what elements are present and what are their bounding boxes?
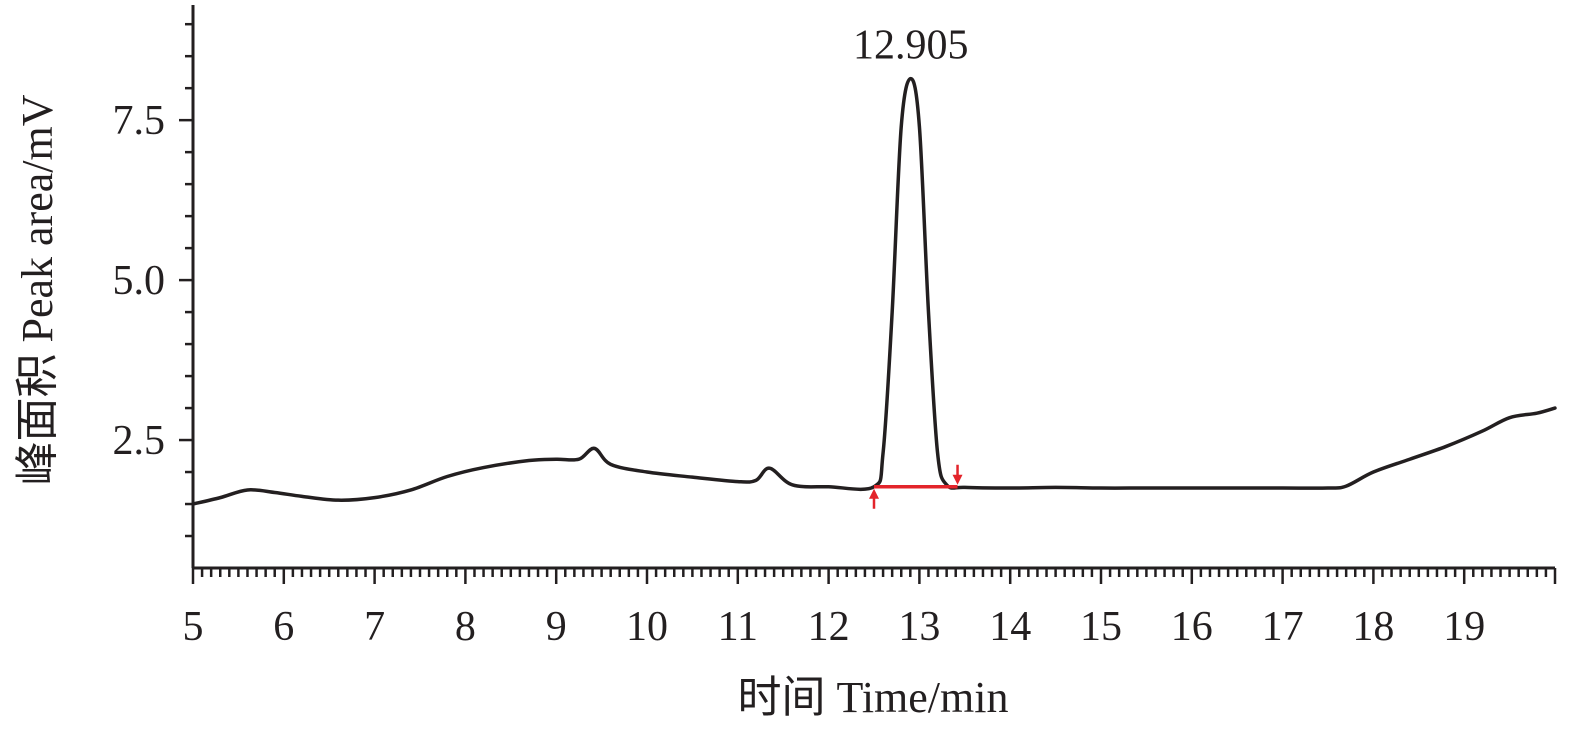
x-axis-ticks: [191, 568, 1557, 584]
y-axis-ticks: [179, 22, 193, 538]
x-tick-label: 17: [1262, 604, 1304, 650]
x-tick-label: 10: [626, 604, 668, 650]
end-marker-arrowhead: [952, 474, 963, 485]
x-tick-label: 7: [364, 604, 385, 650]
x-tick-label: 8: [455, 604, 476, 650]
start-marker-arrowhead: [869, 488, 879, 499]
series-line: [191, 76, 1557, 506]
y-tick-label: 5.0: [113, 258, 166, 304]
x-tick-label: 14: [989, 604, 1031, 650]
x-tick-label: 13: [898, 604, 940, 650]
integration-baseline: [869, 464, 963, 509]
x-tick-label: 9: [546, 604, 567, 650]
y-tick-label: 2.5: [113, 418, 166, 464]
x-tick-label: 16: [1171, 604, 1213, 650]
y-axis-title: 峰面积 Peak area/mV: [13, 94, 62, 485]
x-tick-label: 12: [808, 604, 850, 650]
x-tick-label: 6: [273, 604, 294, 650]
x-tick-label: 15: [1080, 604, 1122, 650]
x-axis-title: 时间 Time/min: [738, 673, 1009, 722]
y-tick-label: 7.5: [113, 98, 166, 144]
tick-labels: 5 6 7 8 9 10 11 12 13 14 15 16 17 18 19 2.5 5.0 7.5: [113, 98, 1486, 650]
x-tick-label: 18: [1352, 604, 1394, 650]
x-tick-label: 11: [718, 604, 758, 650]
x-tick-label: 5: [183, 604, 204, 650]
x-tick-label: 19: [1443, 604, 1485, 650]
peak-label: 12.905: [853, 23, 969, 69]
